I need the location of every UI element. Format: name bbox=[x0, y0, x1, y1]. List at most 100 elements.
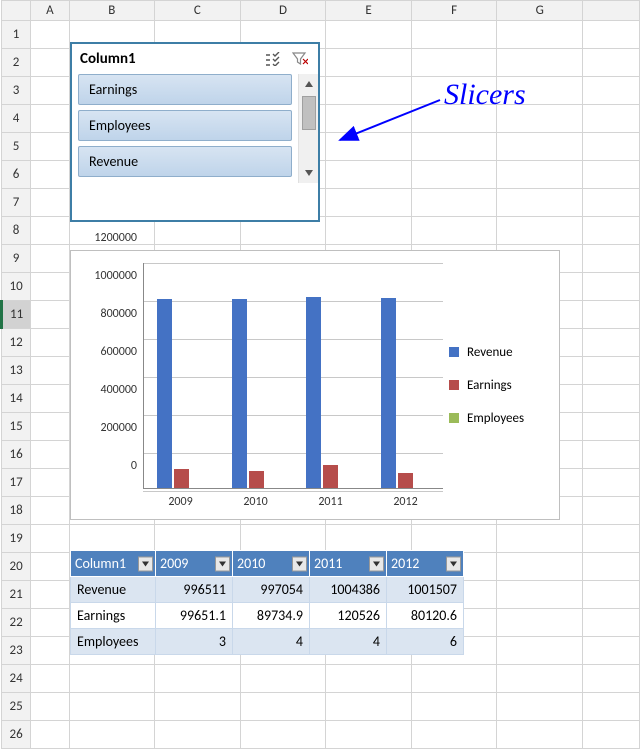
cell[interactable] bbox=[497, 217, 583, 245]
table-cell[interactable]: 6 bbox=[387, 629, 464, 655]
cell[interactable] bbox=[31, 245, 69, 273]
cell[interactable] bbox=[583, 525, 640, 553]
cell[interactable] bbox=[31, 133, 69, 161]
cell[interactable] bbox=[31, 329, 69, 357]
row-header[interactable]: 21 bbox=[2, 581, 31, 609]
slicer-item[interactable]: Earnings bbox=[78, 74, 292, 105]
row-header[interactable]: 22 bbox=[2, 609, 31, 637]
row-header[interactable]: 25 bbox=[2, 693, 31, 721]
scroll-down-icon[interactable] bbox=[299, 163, 318, 183]
cell[interactable] bbox=[583, 385, 640, 413]
table-cell[interactable]: 89734.9 bbox=[233, 603, 310, 629]
cell[interactable] bbox=[411, 217, 497, 245]
row-header[interactable]: 16 bbox=[2, 441, 31, 469]
cell[interactable] bbox=[583, 329, 640, 357]
cell[interactable] bbox=[31, 217, 69, 245]
cell[interactable] bbox=[240, 721, 326, 749]
cell[interactable] bbox=[155, 665, 241, 693]
cell[interactable] bbox=[497, 189, 583, 217]
table-column-header[interactable]: 2010 bbox=[233, 551, 310, 577]
row-header[interactable]: 10 bbox=[2, 273, 31, 301]
cell[interactable] bbox=[583, 49, 640, 77]
cell[interactable] bbox=[31, 105, 69, 133]
cell[interactable] bbox=[31, 609, 69, 637]
table-cell[interactable]: Earnings bbox=[71, 603, 156, 629]
filter-dropdown-icon[interactable] bbox=[369, 556, 384, 571]
cell[interactable] bbox=[497, 133, 583, 161]
cell[interactable] bbox=[497, 637, 583, 665]
cell[interactable] bbox=[497, 49, 583, 77]
col-header-C[interactable]: C bbox=[155, 1, 241, 21]
multiselect-icon[interactable] bbox=[264, 50, 284, 68]
cell[interactable] bbox=[69, 525, 155, 553]
legend-item[interactable]: Employees bbox=[449, 411, 549, 426]
cell[interactable] bbox=[31, 357, 69, 385]
bar[interactable] bbox=[323, 465, 338, 488]
cell[interactable] bbox=[583, 161, 640, 189]
select-all-corner[interactable] bbox=[2, 1, 31, 21]
cell[interactable] bbox=[31, 553, 69, 581]
cell[interactable] bbox=[326, 217, 412, 245]
bar[interactable] bbox=[174, 469, 189, 488]
row-header[interactable]: 7 bbox=[2, 189, 31, 217]
row-header[interactable]: 2 bbox=[2, 49, 31, 77]
cell[interactable] bbox=[31, 637, 69, 665]
cell[interactable] bbox=[31, 301, 69, 329]
col-header-F[interactable]: F bbox=[411, 1, 497, 21]
legend-item[interactable]: Revenue bbox=[449, 345, 549, 360]
scroll-thumb[interactable] bbox=[302, 96, 316, 130]
cell[interactable] bbox=[497, 161, 583, 189]
cell[interactable] bbox=[326, 525, 412, 553]
cell[interactable] bbox=[326, 21, 412, 49]
cell[interactable] bbox=[31, 49, 69, 77]
cell[interactable] bbox=[326, 721, 412, 749]
table-cell[interactable]: 4 bbox=[310, 629, 387, 655]
filter-dropdown-icon[interactable] bbox=[446, 556, 461, 571]
cell[interactable] bbox=[326, 665, 412, 693]
cell[interactable] bbox=[31, 525, 69, 553]
row-header[interactable]: 13 bbox=[2, 357, 31, 385]
bar[interactable] bbox=[398, 473, 413, 488]
row-header[interactable]: 19 bbox=[2, 525, 31, 553]
cell[interactable] bbox=[583, 721, 640, 749]
table-cell[interactable]: 1004386 bbox=[310, 577, 387, 603]
cell[interactable] bbox=[583, 441, 640, 469]
table-cell[interactable]: Revenue bbox=[71, 577, 156, 603]
cell[interactable] bbox=[497, 553, 583, 581]
table-row[interactable]: Revenue99651199705410043861001507 bbox=[71, 577, 464, 603]
filter-dropdown-icon[interactable] bbox=[138, 556, 153, 571]
slicer-scrollbar[interactable] bbox=[298, 74, 318, 183]
cell[interactable] bbox=[583, 581, 640, 609]
data-table[interactable]: Column12009201020112012 Revenue996511997… bbox=[70, 550, 464, 655]
cell[interactable] bbox=[31, 497, 69, 525]
row-header[interactable]: 3 bbox=[2, 77, 31, 105]
col-header-B[interactable]: B bbox=[69, 1, 155, 21]
table-column-header[interactable]: Column1 bbox=[71, 551, 156, 577]
table-cell[interactable]: 996511 bbox=[156, 577, 233, 603]
cell[interactable] bbox=[31, 77, 69, 105]
cell[interactable] bbox=[411, 161, 497, 189]
cell[interactable] bbox=[326, 161, 412, 189]
cell[interactable] bbox=[155, 525, 241, 553]
filter-dropdown-icon[interactable] bbox=[215, 556, 230, 571]
bar[interactable] bbox=[381, 298, 396, 488]
filter-dropdown-icon[interactable] bbox=[292, 556, 307, 571]
cell[interactable] bbox=[583, 105, 640, 133]
cell[interactable] bbox=[31, 161, 69, 189]
cell[interactable] bbox=[497, 693, 583, 721]
cell[interactable] bbox=[411, 21, 497, 49]
cell[interactable] bbox=[497, 581, 583, 609]
cell[interactable] bbox=[583, 497, 640, 525]
row-header[interactable]: 5 bbox=[2, 133, 31, 161]
row-header[interactable]: 8 bbox=[2, 217, 31, 245]
row-header[interactable]: 12 bbox=[2, 329, 31, 357]
bar[interactable] bbox=[157, 299, 172, 488]
table-row[interactable]: Employees3446 bbox=[71, 629, 464, 655]
cell[interactable] bbox=[326, 189, 412, 217]
cell[interactable] bbox=[583, 133, 640, 161]
cell[interactable] bbox=[497, 721, 583, 749]
cell[interactable] bbox=[497, 525, 583, 553]
row-header[interactable]: 18 bbox=[2, 497, 31, 525]
cell[interactable] bbox=[31, 273, 69, 301]
row-header[interactable]: 6 bbox=[2, 161, 31, 189]
